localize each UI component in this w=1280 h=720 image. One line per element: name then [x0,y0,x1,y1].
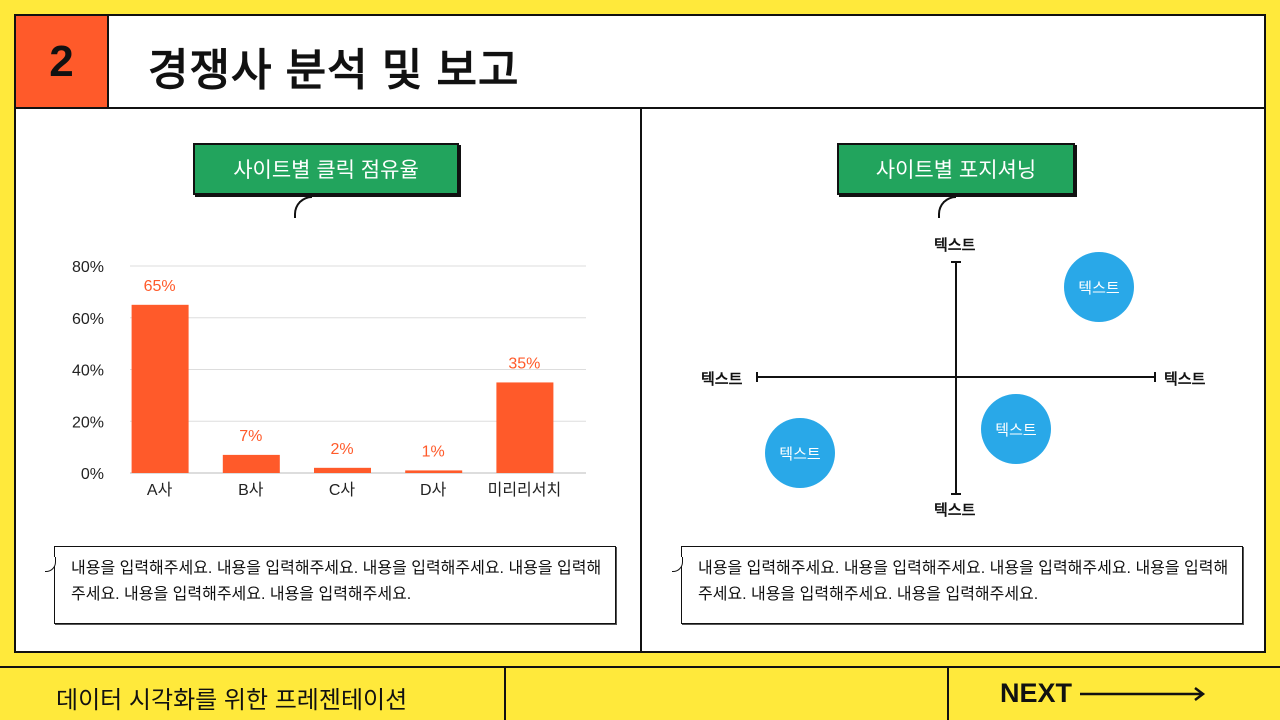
position-bubble: 텍스트 [981,394,1051,464]
right-note: 내용을 입력해주세요. 내용을 입력해주세요. 내용을 입력해주세요. 내용을 … [672,546,1243,624]
x-tick-label: C사 [329,481,356,499]
bar-chart: 0% 20% 40% 60% 80% 65% A사 7% B사 2% C사 1% D사 35% 미리리서치 [72,259,586,499]
data-label: 1% [422,443,445,460]
bar [222,454,280,473]
next-label: NEXT [1000,678,1073,708]
slide-panel: 2 경쟁사 분석 및 보고 사이트별 클릭 점유율 0% 20% 40% 60% 80%… [14,14,1266,653]
position-bubble: 텍스트 [1064,252,1134,322]
divider [640,109,642,651]
footer-title: 데이터 시각화를 위한 프레젠테이션 [56,687,408,714]
y-tick-label: 0% [81,466,104,483]
y-tick-label: 40% [72,363,104,380]
left-note: 내용을 입력해주세요. 내용을 입력해주세요. 내용을 입력해주세요. 내용을 … [45,546,616,624]
bar [496,382,554,473]
page-title: 경쟁사 분석 및 보고 [148,46,520,95]
data-label: 65% [144,278,176,295]
y-tick-label: 20% [72,414,104,431]
next-button[interactable]: NEXT [1000,678,1208,709]
x-tick-label: D사 [420,481,447,499]
section-number: 2 [16,16,109,109]
bar [314,467,371,473]
axis-label-bottom: 텍스트 [934,502,976,519]
bar [405,470,463,473]
divider [947,668,949,720]
positioning-tag: 사이트별 포지셔닝 [837,143,1075,195]
footer: 데이터 시각화를 위한 프레젠테이션 NEXT [0,666,1280,720]
axis-label-top: 텍스트 [934,237,976,254]
position-bubble: 텍스트 [765,418,835,488]
axis-label-left: 텍스트 [701,371,743,388]
chart-tag: 사이트별 클릭 점유율 [193,143,459,195]
x-tick-label: 미리리서치 [488,481,562,499]
x-tick-label: A사 [147,481,173,499]
bar [131,304,189,473]
x-tick-label: B사 [238,481,264,499]
data-label: 2% [330,441,353,458]
axis-label-right: 텍스트 [1164,371,1206,388]
data-label: 7% [239,428,262,445]
positioning-axes [756,261,1156,495]
y-tick-label: 60% [72,311,104,328]
y-tick-label: 80% [72,259,104,276]
tag-tail [938,196,956,218]
divider [504,668,506,720]
arrow-right-icon [1080,686,1206,701]
tag-tail [294,196,312,218]
divider [109,107,1264,109]
data-label: 35% [508,355,540,372]
